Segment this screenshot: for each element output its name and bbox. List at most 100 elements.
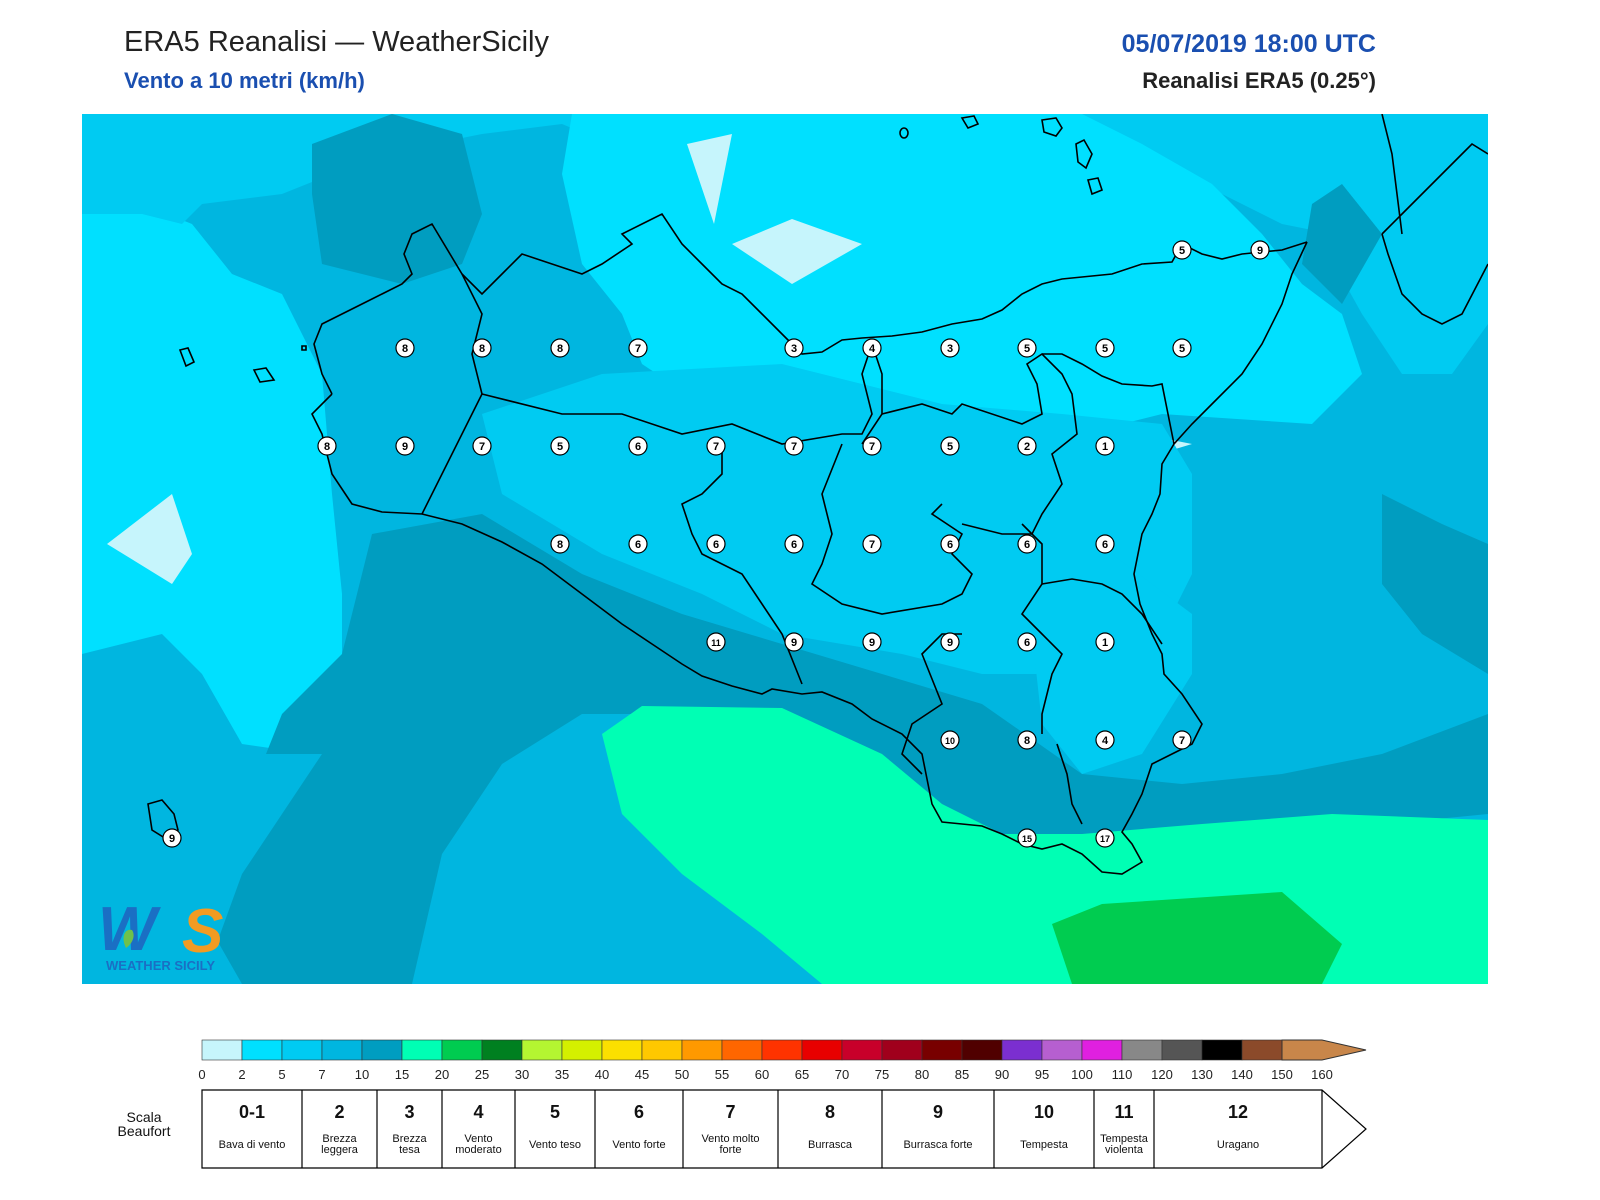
station-marker: 3 [784, 338, 804, 358]
logo-letter-s: S [182, 900, 223, 966]
station-circle [1095, 338, 1115, 358]
station-circle [1095, 436, 1115, 456]
islands [147, 115, 1103, 842]
station-marker: 8 [472, 338, 492, 358]
leaf-icon [123, 929, 134, 948]
station-marker: 7 [706, 436, 726, 456]
beaufort-scale: 0-1 Bava di vento 2 Brezza leggera 3 Brezza tes… [201, 1089, 1367, 1169]
colorbar-swatch [481, 1039, 523, 1061]
station-value: 6 [635, 441, 641, 453]
station-circle [1095, 730, 1115, 750]
station-value: 8 [557, 539, 563, 551]
beaufort-description: Vento forte [612, 1139, 665, 1151]
station-value: 7 [713, 441, 719, 453]
colorbar-tick-label: 2 [238, 1067, 245, 1082]
colorbar-swatch [241, 1039, 283, 1061]
legend-scale: 0 2 5 7 10 15 20 25 30 35 40 45 50 55 60 65 70 75 80 85 90 95… [198, 1039, 1367, 1169]
colorbar-tick-label: 80 [915, 1067, 929, 1082]
colorbar-swatch [401, 1039, 443, 1061]
colorbar-tick-label: 60 [755, 1067, 769, 1082]
colorbar-tick-label: 0 [198, 1067, 205, 1082]
station-value: 7 [791, 441, 797, 453]
station-value: 8 [324, 441, 330, 453]
colorbar-swatch [961, 1039, 1003, 1061]
station-value: 1 [1102, 441, 1108, 453]
station-value: 4 [869, 343, 876, 355]
station-circle [472, 436, 492, 456]
station-value: 6 [635, 539, 641, 551]
station-value: 3 [947, 343, 953, 355]
colorbar-swatch [441, 1039, 483, 1061]
station-value: 7 [869, 539, 875, 551]
colorbar-tick-label: 130 [1191, 1067, 1213, 1082]
station-circle [1017, 534, 1037, 554]
colorbar-tick-label: 100 [1071, 1067, 1093, 1082]
station-marker: 6 [628, 534, 648, 554]
station-marker: 7 [862, 534, 882, 554]
station-value: 17 [1100, 834, 1110, 844]
station-marker: 6 [1095, 534, 1115, 554]
colorbar-swatch [521, 1039, 563, 1061]
station-value: 8 [1024, 735, 1030, 747]
station-value: 9 [169, 833, 175, 845]
station-circle [550, 534, 570, 554]
station-value: 6 [1024, 539, 1030, 551]
beaufort-number: 7 [725, 1102, 735, 1122]
station-marker: 5 [1095, 338, 1115, 358]
colorbar-tick-label: 20 [435, 1067, 449, 1082]
station-circle [1095, 534, 1115, 554]
wind-map: 5 9 8 8 8 7 3 4 3 5 5 5 8 9 7 5 6 7 7 7 5 2 1 8 6 6 6 7 6 6 6 11 9 9 9 6 1 10… [82, 114, 1488, 984]
station-value: 6 [791, 539, 797, 551]
station-circle [862, 338, 882, 358]
station-circle [550, 436, 570, 456]
colorbar-swatch [1041, 1039, 1083, 1061]
station-marker: 6 [706, 534, 726, 554]
beaufort-description: Burrasca forte [903, 1139, 972, 1151]
colorbar-tick-label: 90 [995, 1067, 1009, 1082]
station-value: 10 [945, 736, 955, 746]
station-circle [628, 534, 648, 554]
station-circle [1095, 632, 1115, 652]
beaufort-description: Vento molto forte [701, 1133, 759, 1156]
station-marker: 8 [395, 338, 415, 358]
colorbar-tick-label: 7 [318, 1067, 325, 1082]
station-circle [940, 338, 960, 358]
beaufort-description: Uragano [1217, 1139, 1259, 1151]
colorbar-swatch [761, 1039, 803, 1061]
station-circle [472, 338, 492, 358]
beaufort-description: Burrasca [808, 1139, 853, 1151]
station-value: 5 [947, 441, 953, 453]
colorbar-tick-label: 85 [955, 1067, 969, 1082]
coastline [311, 114, 1488, 875]
beaufort-number: 8 [825, 1102, 835, 1122]
beaufort-description: Bava di vento [219, 1139, 286, 1151]
station-value: 6 [947, 539, 953, 551]
colorbar-tick-label: 55 [715, 1067, 729, 1082]
station-circle [1172, 730, 1192, 750]
station-circle [940, 730, 960, 750]
station-value: 7 [1179, 735, 1185, 747]
data-source: Reanalisi ERA5 (0.25°) [1142, 68, 1376, 93]
station-circle [1250, 240, 1270, 260]
station-markers: 5 9 8 8 8 7 3 4 3 5 5 5 8 9 7 5 6 7 7 7 5 2 1 8 6 6 6 7 6 6 6 11 9 9 9 6 1 10… [162, 240, 1270, 848]
colorbar-swatch [361, 1039, 403, 1061]
station-circle [1095, 828, 1115, 848]
station-circle [1017, 730, 1037, 750]
station-marker: 7 [628, 338, 648, 358]
beaufort-description: Vento teso [529, 1139, 581, 1151]
colorbar-swatch [801, 1039, 843, 1061]
station-circle [940, 436, 960, 456]
colorbar-tick-label: 95 [1035, 1067, 1049, 1082]
colorbar-tick-label: 10 [355, 1067, 369, 1082]
station-marker: 9 [784, 632, 804, 652]
station-circle [395, 436, 415, 456]
station-circle [862, 436, 882, 456]
station-circle [784, 338, 804, 358]
station-marker: 4 [1095, 730, 1115, 750]
logo-text: WEATHER SICILY [106, 958, 215, 973]
station-marker: 1 [1095, 632, 1115, 652]
station-marker: 1 [1095, 436, 1115, 456]
station-circle [784, 534, 804, 554]
station-value: 9 [869, 637, 875, 649]
station-marker: 8 [550, 534, 570, 554]
